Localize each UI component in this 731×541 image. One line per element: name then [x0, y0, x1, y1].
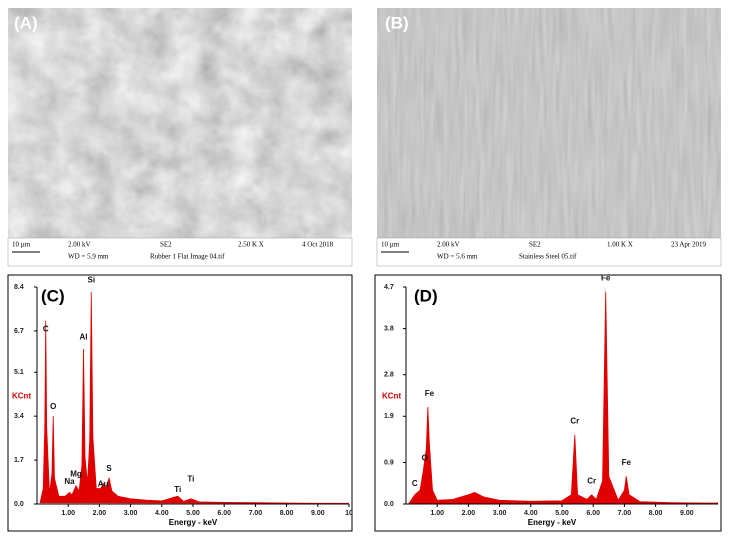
sem-image [377, 8, 721, 238]
peak-label: Ti [174, 485, 181, 494]
wd: WD = 5.9 mm [68, 253, 109, 261]
peak-label: S [106, 464, 112, 473]
spectrum [39, 292, 350, 504]
peak-label: Cr [587, 477, 596, 486]
peak-label: O [50, 402, 56, 411]
panel-label: (B) [385, 13, 409, 32]
peak-label: Fe [622, 458, 632, 467]
y-axis-label: KCnt [12, 392, 31, 401]
peak-label: Ti [187, 474, 194, 483]
x-tick-label: 2.00 [462, 510, 476, 517]
scale-text: 10 µm [12, 241, 31, 249]
voltage: 2.00 kV [68, 241, 91, 249]
y-tick-label: 1.9 [384, 413, 394, 420]
spectrum [408, 291, 718, 504]
x-tick-label: 10 [345, 510, 353, 517]
x-tick-label: 5.00 [555, 510, 569, 517]
peak-label: O [422, 454, 428, 463]
peak-label: Si [88, 276, 96, 285]
x-tick-label: 5.00 [186, 510, 200, 517]
info-bar [7, 237, 353, 267]
y-tick-label: 5.1 [14, 369, 24, 376]
mag: 2.50 K X [238, 241, 264, 249]
file: Stainless Steel 05.tif [519, 253, 577, 261]
scale-text: 10 µm [381, 241, 400, 249]
peak-label: C [412, 479, 418, 488]
mag: 1.00 K X [607, 241, 633, 249]
voltage: 2.00 kV [437, 241, 460, 249]
x-tick-label: 1.00 [430, 510, 444, 517]
y-tick-label: 0.9 [384, 459, 394, 466]
x-tick-label: 9.00 [311, 510, 325, 517]
detector: SE2 [529, 241, 541, 249]
x-tick-label: 9.00 [680, 510, 694, 517]
y-tick-label: 0.0 [14, 501, 24, 508]
x-tick-label: 8.00 [649, 510, 663, 517]
peak-label: Fe [425, 389, 435, 398]
peak-label: Na [64, 477, 75, 486]
peak-label: C [43, 325, 49, 334]
y-tick-label: 8.4 [14, 284, 24, 291]
peak-label: Au [98, 480, 109, 489]
panel-label: (A) [14, 13, 38, 32]
date: 23 Apr 2019 [671, 241, 707, 249]
x-tick-label: 6.00 [586, 510, 600, 517]
sem-panel-b: (B) 10 µm 2.00 kV WD = 5.6 mm SE2 Stainl… [376, 8, 722, 267]
y-tick-label: 3.8 [384, 325, 394, 332]
x-tick-label: 3.00 [493, 510, 507, 517]
y-tick-label: 1.7 [14, 457, 24, 464]
x-tick-label: 6.00 [217, 510, 231, 517]
info-bar [376, 237, 722, 267]
peak-label: Fe [601, 273, 611, 282]
panel-label: (C) [41, 286, 65, 305]
x-tick-label: 1.00 [61, 510, 75, 517]
peak-label: Mg [70, 469, 82, 478]
panel-label: (D) [414, 286, 438, 305]
x-tick-label: 8.00 [280, 510, 294, 517]
x-tick-label: 2.00 [93, 510, 107, 517]
x-axis-label: Energy - keV [169, 518, 218, 527]
date: 4 Oct 2018 [302, 241, 334, 249]
peak-label: Cr [570, 417, 579, 426]
y-tick-label: 6.7 [14, 328, 24, 335]
panel-frame [374, 274, 722, 532]
peak-label: Al [79, 332, 87, 341]
detector: SE2 [160, 241, 172, 249]
x-tick-label: 4.00 [524, 510, 538, 517]
sem-panel-a: (A) 10 µm 2.00 kV WD = 5.9 mm SE2 Rubber… [7, 8, 353, 267]
y-axis-label: KCnt [382, 392, 401, 401]
x-tick-label: 3.00 [124, 510, 138, 517]
sem-image [8, 8, 352, 238]
file: Rubber 1 Flat Image 04.tif [150, 253, 225, 261]
x-axis-label: Energy - keV [528, 518, 577, 527]
y-tick-label: 3.4 [14, 413, 24, 420]
y-tick-label: 0.0 [384, 501, 394, 508]
panel-frame [7, 274, 353, 532]
y-tick-label: 4.7 [384, 284, 394, 291]
x-tick-label: 7.00 [618, 510, 632, 517]
y-tick-label: 2.8 [384, 372, 394, 379]
x-tick-label: 7.00 [249, 510, 263, 517]
wd: WD = 5.6 mm [437, 253, 478, 261]
x-tick-label: 4.00 [155, 510, 169, 517]
